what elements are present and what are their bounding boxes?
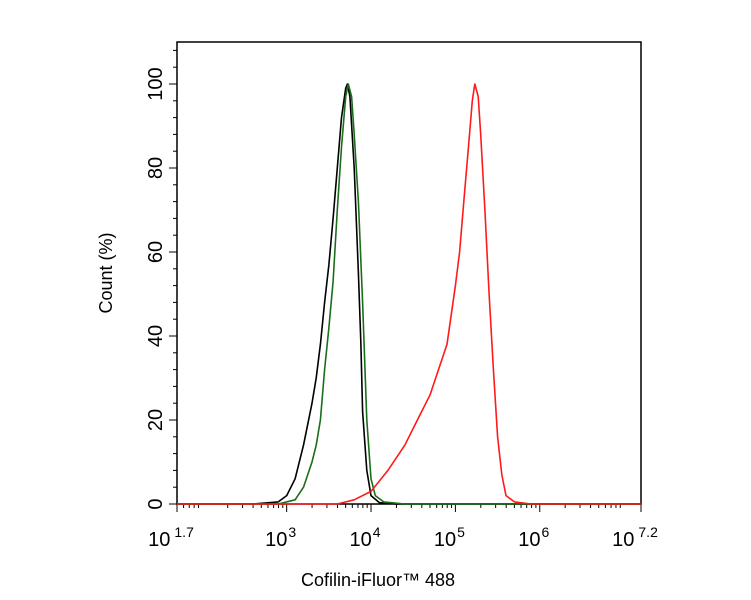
x-tick-exponent: 4 — [373, 524, 381, 540]
x-tick-exponent: 7.2 — [638, 524, 658, 540]
series-layer — [177, 83, 641, 505]
x-tick-exponent: 1.7 — [174, 524, 194, 540]
x-tick-base: 10 — [265, 529, 287, 551]
x-tick-label: 103 — [265, 524, 296, 551]
x-tick-base: 10 — [148, 529, 170, 551]
x-axis-ticks: 10 1.7 103 104 105 106 10 7.2 — [148, 504, 658, 551]
y-tick-label: 100 — [145, 67, 167, 100]
x-tick-label: 105 — [434, 524, 465, 551]
x-tick-exponent: 3 — [288, 524, 296, 540]
series-line-1 — [177, 83, 641, 505]
y-tick-label: 0 — [145, 498, 167, 509]
y-tick-label: 80 — [145, 157, 167, 179]
y-tick-label: 60 — [145, 241, 167, 263]
y-tick-label: 20 — [145, 409, 167, 431]
x-tick-label: 104 — [350, 524, 381, 551]
series-line-0 — [177, 83, 641, 505]
y-tick-label: 40 — [145, 325, 167, 347]
x-tick-label: 10 7.2 — [612, 524, 658, 551]
x-tick-base: 10 — [612, 529, 634, 551]
x-tick-label: 106 — [518, 524, 549, 551]
x-axis-title: Cofilin-iFluor™ 488 — [301, 570, 455, 590]
x-tick-exponent: 6 — [541, 524, 549, 540]
plot-frame — [176, 41, 642, 505]
y-axis-title: Count (%) — [96, 232, 116, 313]
series-line-2 — [177, 83, 641, 505]
y-axis-ticks: 0 20 40 60 80 100 — [145, 49, 177, 510]
x-tick-base: 10 — [434, 529, 456, 551]
x-tick-base: 10 — [350, 529, 372, 551]
x-tick-label: 10 1.7 — [148, 524, 194, 551]
x-tick-base: 10 — [518, 529, 540, 551]
x-tick-exponent: 5 — [457, 524, 465, 540]
